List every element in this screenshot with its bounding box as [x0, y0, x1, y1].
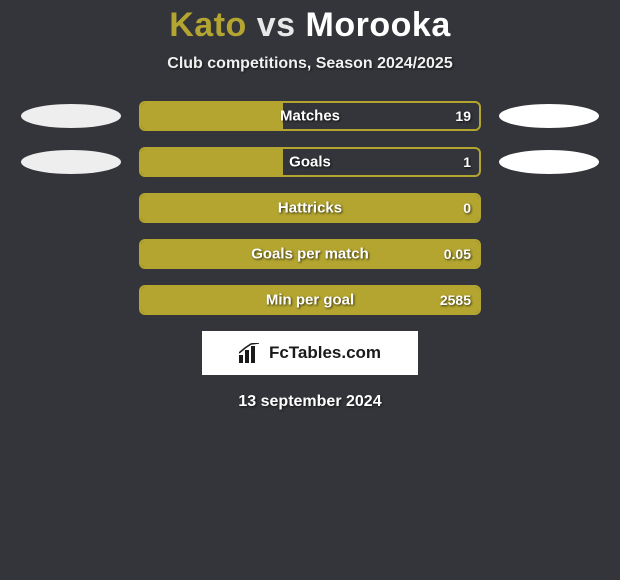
logo-text: FcTables.com [269, 343, 381, 363]
stat-row: Goals per match 0.05 [0, 239, 620, 269]
player2-name: Morooka [306, 6, 451, 44]
player2-marker [499, 104, 599, 128]
stat-row: Min per goal 2585 [0, 285, 620, 315]
stat-label: Min per goal [266, 292, 354, 309]
stat-label: Matches [280, 108, 340, 125]
stat-row: Matches 19 [0, 101, 620, 131]
vs-separator: vs [257, 6, 296, 44]
stat-label: Hattricks [278, 200, 342, 217]
subtitle: Club competitions, Season 2024/2025 [0, 55, 620, 73]
fctables-logo[interactable]: FcTables.com [202, 331, 418, 375]
logo-container: FcTables.com [0, 331, 620, 375]
bar-chart-icon [239, 343, 263, 363]
stat-label: Goals [289, 154, 331, 171]
stat-value: 0 [463, 200, 471, 216]
stat-row: Goals 1 [0, 147, 620, 177]
player2-marker [499, 150, 599, 174]
stat-bar: Goals 1 [139, 147, 481, 177]
stat-bar: Hattricks 0 [139, 193, 481, 223]
stats-rows: Matches 19 Goals 1 Hattricks 0 Goals per match… [0, 101, 620, 315]
stat-bar-fill [141, 103, 283, 129]
stat-value: 19 [455, 108, 471, 124]
stat-value: 1 [463, 154, 471, 170]
stat-bar: Min per goal 2585 [139, 285, 481, 315]
stats-card: Kato vs Morooka Club competitions, Seaso… [0, 0, 620, 411]
stat-value: 0.05 [444, 246, 471, 262]
player1-name: Kato [169, 6, 247, 44]
page-title: Kato vs Morooka [0, 6, 620, 45]
stat-value: 2585 [440, 292, 471, 308]
date-text: 13 september 2024 [0, 393, 620, 411]
player1-marker [21, 150, 121, 174]
stat-label: Goals per match [251, 246, 369, 263]
player1-marker [21, 104, 121, 128]
stat-bar: Matches 19 [139, 101, 481, 131]
stat-bar-fill [141, 149, 283, 175]
stat-row: Hattricks 0 [0, 193, 620, 223]
stat-bar: Goals per match 0.05 [139, 239, 481, 269]
